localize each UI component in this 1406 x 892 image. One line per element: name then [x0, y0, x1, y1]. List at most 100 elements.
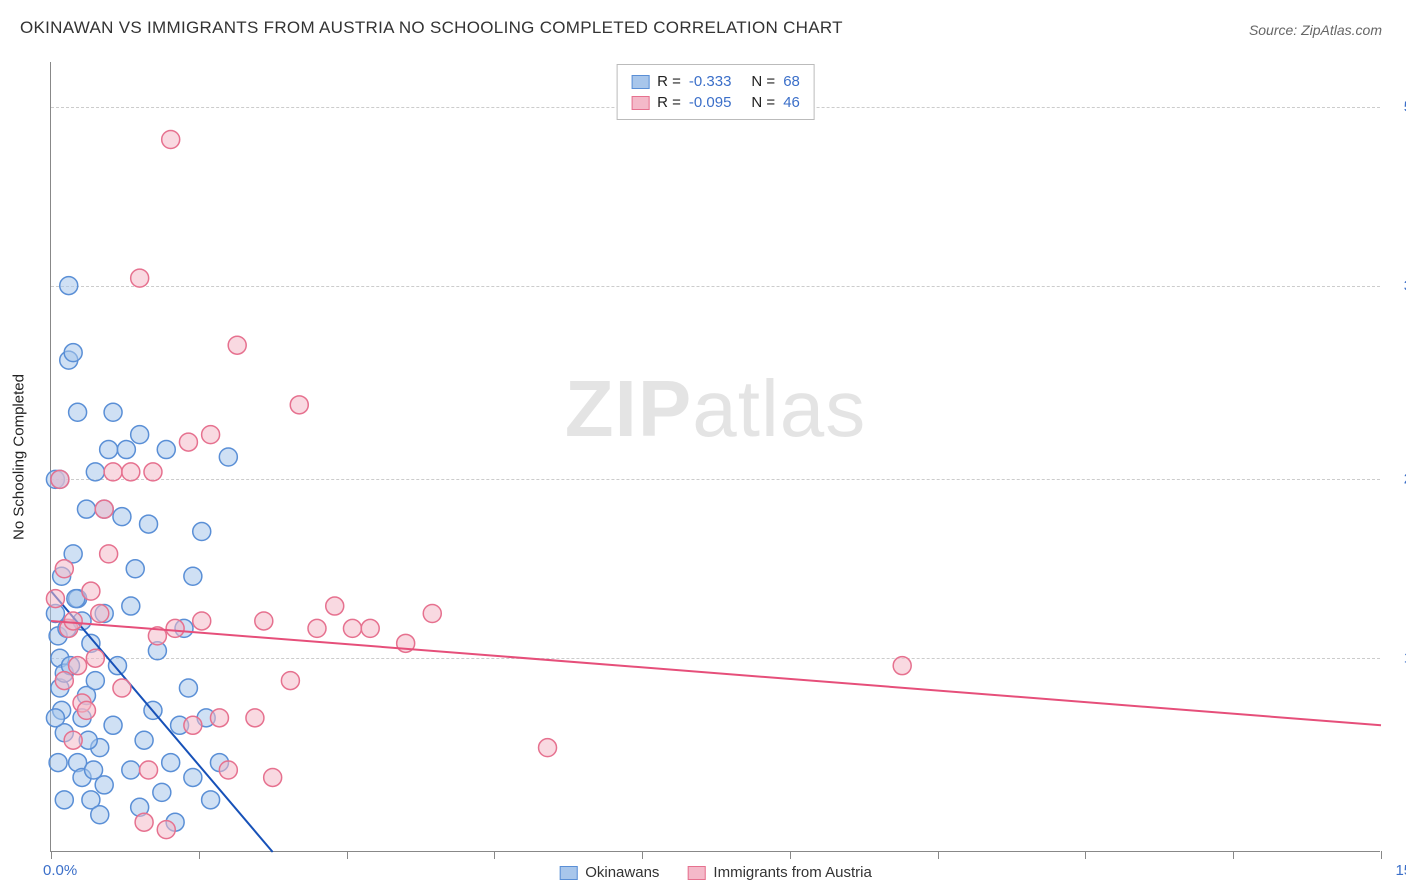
stats-row: R = -0.095 N = 46 — [631, 92, 800, 113]
n-label: N = — [751, 73, 775, 90]
data-point — [264, 768, 282, 786]
data-point — [219, 761, 237, 779]
x-tick — [1233, 851, 1234, 859]
x-tick — [347, 851, 348, 859]
data-point — [157, 821, 175, 839]
data-point — [64, 344, 82, 362]
data-point — [131, 269, 149, 287]
data-point — [162, 754, 180, 772]
data-point — [140, 761, 158, 779]
x-tick — [642, 851, 643, 859]
data-point — [157, 441, 175, 459]
data-point — [69, 403, 87, 421]
data-point — [109, 657, 127, 675]
x-tick — [938, 851, 939, 859]
series-legend: Okinawans Immigrants from Austria — [559, 864, 872, 881]
data-point — [135, 813, 153, 831]
data-point — [308, 619, 326, 637]
data-point — [82, 582, 100, 600]
data-point — [126, 560, 144, 578]
data-point — [184, 567, 202, 585]
data-point — [202, 426, 220, 444]
data-point — [361, 619, 379, 637]
data-point — [55, 560, 73, 578]
n-value: 68 — [783, 73, 800, 90]
data-point — [219, 448, 237, 466]
data-point — [86, 649, 104, 667]
data-point — [326, 597, 344, 615]
n-label: N = — [751, 94, 775, 111]
data-point — [77, 500, 95, 518]
data-point — [140, 515, 158, 533]
data-point — [179, 433, 197, 451]
chart-plot-area: No Schooling Completed ZIPatlas 1.3%2.5%… — [50, 62, 1380, 852]
data-point — [166, 619, 184, 637]
data-point — [343, 619, 361, 637]
r-label: R = — [657, 94, 681, 111]
data-point — [423, 605, 441, 623]
data-point — [117, 441, 135, 459]
data-point — [46, 590, 64, 608]
data-point — [144, 463, 162, 481]
data-point — [60, 277, 78, 295]
data-point — [100, 441, 118, 459]
data-point — [122, 597, 140, 615]
data-point — [91, 605, 109, 623]
x-tick — [1085, 851, 1086, 859]
data-point — [86, 463, 104, 481]
data-point — [193, 523, 211, 541]
x-axis-min-label: 0.0% — [43, 862, 77, 879]
stats-row: R = -0.333 N = 68 — [631, 71, 800, 92]
data-point — [135, 731, 153, 749]
data-point — [122, 463, 140, 481]
x-axis-max-label: 15.0% — [1395, 862, 1406, 879]
x-tick — [494, 851, 495, 859]
data-point — [69, 657, 87, 675]
n-value: 46 — [783, 94, 800, 111]
data-point — [184, 768, 202, 786]
x-tick — [790, 851, 791, 859]
legend-label: Immigrants from Austria — [713, 864, 871, 881]
legend-label: Okinawans — [585, 864, 659, 881]
legend-item: Immigrants from Austria — [687, 864, 871, 881]
data-point — [104, 716, 122, 734]
data-point — [100, 545, 118, 563]
x-tick — [199, 851, 200, 859]
data-point — [64, 731, 82, 749]
data-point — [202, 791, 220, 809]
data-point — [46, 709, 64, 727]
r-value: -0.333 — [689, 73, 732, 90]
source-attribution: Source: ZipAtlas.com — [1249, 22, 1382, 38]
data-point — [64, 612, 82, 630]
data-point — [539, 739, 557, 757]
legend-swatch-series-0 — [559, 866, 577, 880]
data-point — [184, 716, 202, 734]
data-point — [49, 754, 67, 772]
y-axis-title: No Schooling Completed — [11, 374, 28, 540]
data-point — [55, 791, 73, 809]
data-point — [104, 463, 122, 481]
data-point — [290, 396, 308, 414]
data-point — [131, 426, 149, 444]
chart-title: OKINAWAN VS IMMIGRANTS FROM AUSTRIA NO S… — [20, 18, 843, 38]
data-point — [162, 131, 180, 149]
legend-item: Okinawans — [559, 864, 659, 881]
scatter-plot-svg — [51, 62, 1380, 851]
data-point — [51, 470, 69, 488]
data-point — [893, 657, 911, 675]
data-point — [246, 709, 264, 727]
data-point — [122, 761, 140, 779]
data-point — [281, 672, 299, 690]
r-value: -0.095 — [689, 94, 732, 111]
data-point — [153, 783, 171, 801]
data-point — [55, 672, 73, 690]
data-point — [179, 679, 197, 697]
legend-swatch-series-0 — [631, 75, 649, 89]
data-point — [77, 701, 95, 719]
data-point — [255, 612, 273, 630]
data-point — [85, 761, 103, 779]
data-point — [113, 679, 131, 697]
x-tick — [51, 851, 52, 859]
data-point — [113, 508, 131, 526]
legend-swatch-series-1 — [687, 866, 705, 880]
